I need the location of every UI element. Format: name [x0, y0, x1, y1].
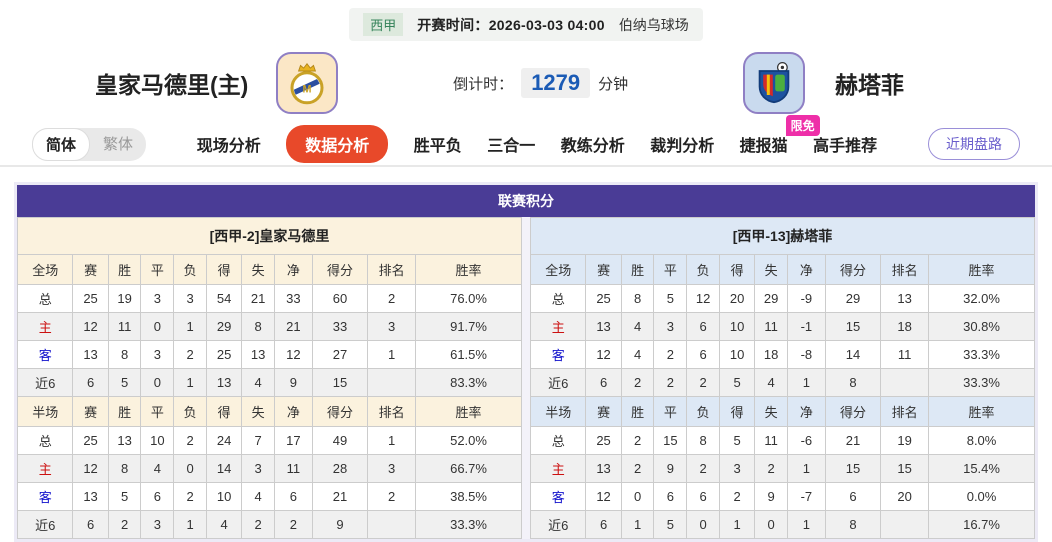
lang-toggle: 简体 繁体 — [32, 127, 147, 161]
tab-data-analysis[interactable]: 数据分析 — [286, 125, 389, 163]
away-standings-header: [西甲-13]赫塔菲 — [530, 217, 1035, 254]
countdown-unit: 分钟 — [598, 75, 629, 93]
home-standings-section: [西甲-2]皇家马德里 全场赛胜平负得失净得分 排名 胜率总 25 19 3 3 54 21 33… — [16, 217, 522, 539]
nav-bar: 简体 繁体 现场分析 数据分析 胜平负 三合一 教练分析 裁判分析 捷报猫 限免 高手推荐 近期… — [0, 115, 1052, 167]
svg-text:M: M — [303, 84, 312, 96]
full-row-total: 总 25 19 3 3 54 21 33 60 2 76.0% — [16, 284, 522, 313]
half-row-home: 主 13 2 9 2 3 2 1 15 15 15.4% — [529, 454, 1035, 483]
kickoff-value: 2026-03-03 04:00 — [488, 16, 605, 33]
half-row-total: 总 25 13 10 2 24 7 17 49 1 52.0% — [16, 426, 522, 455]
countdown-label: 倒计时： — [453, 75, 514, 93]
full-row-total: 总 25 8 5 12 20 29 -9 29 13 32.0% — [529, 284, 1035, 313]
league-badge: 西甲 — [363, 13, 404, 36]
getafe-crest-icon — [758, 62, 790, 104]
half-row-away: 客 12 0 6 6 2 9 -7 6 20 0.0% — [529, 482, 1035, 511]
half-row-away: 客 13 5 6 2 10 4 6 21 2 38.5% — [16, 482, 522, 511]
half-row-recent: 近6 6 2 3 1 4 2 2 9 33.3% — [16, 510, 522, 539]
away-team-logo — [743, 52, 805, 114]
full-row-recent: 近6 6 2 2 2 5 4 1 8 33.3% — [529, 368, 1035, 397]
half-row-total: 总 25 2 15 8 5 11 -6 21 19 8.0% — [529, 426, 1035, 455]
lang-simplified[interactable]: 简体 — [32, 127, 91, 161]
kickoff-time: 开赛时间：2026-03-03 04:00 — [417, 15, 605, 35]
away-standings-table: 全场赛胜平负得失净得分 排名 胜率总 25 8 5 12 20 29 -9 29 13 32.0% 主 13… — [529, 254, 1035, 539]
promo-badge: 限免 — [785, 115, 820, 136]
real-madrid-crest-icon: M — [290, 63, 324, 105]
full-row-recent: 近6 6 5 0 1 13 4 9 15 83.3% — [16, 368, 522, 397]
half-match-header-row: 半场赛胜平负得失净得分 排名 胜率 — [16, 396, 522, 427]
full-match-header-row: 全场赛胜平负得失净得分 排名 胜率 — [16, 254, 522, 285]
lang-traditional[interactable]: 繁体 — [103, 135, 134, 153]
countdown-value: 1279 — [521, 68, 591, 98]
home-standings-table: 全场赛胜平负得失净得分 排名 胜率总 25 19 3 3 54 21 33 60 2 76.0% 主 12 1… — [16, 254, 522, 539]
recent-trend-button[interactable]: 近期盘路 — [928, 128, 1020, 160]
full-row-home: 主 12 11 0 1 29 8 21 33 3 91.7% — [16, 312, 522, 341]
tab-three-in-one[interactable]: 三合一 — [487, 138, 536, 155]
half-match-header-row: 半场赛胜平负得失净得分 排名 胜率 — [529, 396, 1035, 427]
venue: 伯纳乌球场 — [618, 16, 689, 33]
half-row-home: 主 12 8 4 0 14 3 11 28 3 66.7% — [16, 454, 522, 483]
kickoff-label: 开赛时间： — [417, 16, 489, 33]
tab-jiebao-cat[interactable]: 捷报猫 限免 — [740, 115, 820, 156]
half-row-recent: 近6 6 1 5 0 1 0 1 8 16.7% — [529, 510, 1035, 539]
standings-title: 联赛积分 — [17, 185, 1035, 217]
full-row-home: 主 13 4 3 6 10 11 -1 15 18 30.8% — [529, 312, 1035, 341]
full-match-header-row: 全场赛胜平负得失净得分 排名 胜率 — [529, 254, 1035, 285]
tab-live-analysis[interactable]: 现场分析 — [196, 138, 261, 155]
countdown: 倒计时： 1279 分钟 — [338, 68, 743, 98]
home-standings-header: [西甲-2]皇家马德里 — [17, 217, 522, 254]
home-team-logo: M — [276, 52, 339, 114]
nav-tabs: 现场分析 数据分析 胜平负 三合一 教练分析 裁判分析 捷报猫 限免 高手推荐 — [184, 115, 890, 163]
match-info-bar: 西甲 开赛时间：2026-03-03 04:00 伯纳乌球场 — [0, 0, 1052, 41]
league-standings-panel: 联赛积分 [西甲-2]皇家马德里 全场赛胜平负得失净得分 排名 胜率总 25 19 3 3 5… — [14, 182, 1038, 542]
full-row-away: 客 12 4 2 6 10 18 -8 14 11 33.3% — [529, 340, 1035, 369]
away-standings-section: [西甲-13]赫塔菲 全场赛胜平负得失净得分 排名 胜率总 25 8 5 12 20 29 -9 2… — [529, 217, 1035, 539]
tab-referee-analysis[interactable]: 裁判分析 — [650, 138, 715, 155]
tab-expert-picks[interactable]: 高手推荐 — [813, 138, 878, 155]
teams-header: 皇家马德里(主) M 倒计时： 1279 分钟 赫塔菲 — [0, 43, 1052, 123]
full-row-away: 客 13 8 3 2 25 13 12 27 1 61.5% — [16, 340, 522, 369]
tab-win-draw-lose[interactable]: 胜平负 — [413, 138, 462, 155]
tab-coach-analysis[interactable]: 教练分析 — [560, 138, 625, 155]
away-team-name: 赫塔菲 — [835, 72, 904, 98]
home-team-name: 皇家马德里(主) — [95, 72, 249, 98]
